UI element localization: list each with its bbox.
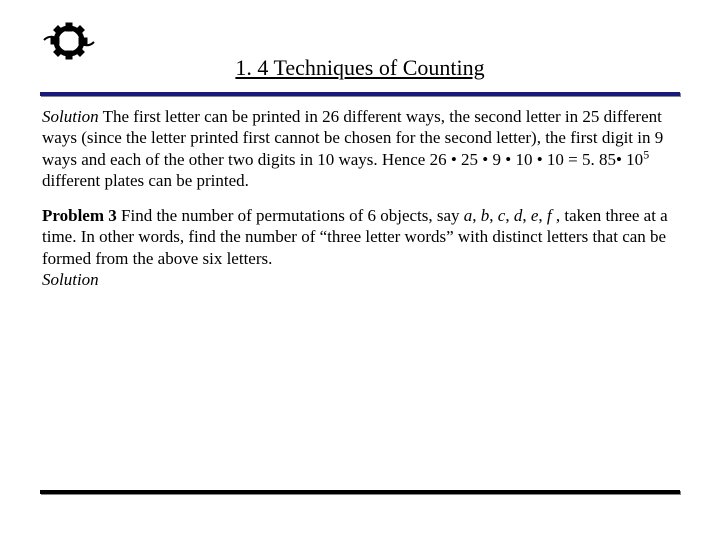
solution-exponent: 5	[643, 147, 649, 161]
solution-text-after: different plates can be printed.	[42, 171, 249, 190]
top-divider	[40, 92, 680, 96]
solution-paragraph: Solution The first letter can be printed…	[42, 106, 678, 191]
bottom-divider	[40, 490, 680, 494]
var-c: c	[498, 206, 506, 225]
problem-label: Problem 3	[42, 206, 117, 225]
solution-text-before: The first letter can be printed in 26 di…	[42, 107, 663, 169]
problem-paragraph: Problem 3 Find the number of permutation…	[42, 205, 678, 290]
var-d: d	[514, 206, 523, 225]
solution-label: Solution	[42, 107, 99, 126]
problem-text-before: Find the number of permutations of 6 obj…	[117, 206, 464, 225]
problem-vars: a, b, c, d, e, f	[464, 206, 552, 225]
body-content: Solution The first letter can be printed…	[42, 106, 678, 304]
var-e: e	[531, 206, 539, 225]
var-b: b	[481, 206, 490, 225]
page-title: 1. 4 Techniques of Counting	[0, 55, 720, 81]
problem-solution-label: Solution	[42, 270, 99, 289]
var-a: a	[464, 206, 473, 225]
